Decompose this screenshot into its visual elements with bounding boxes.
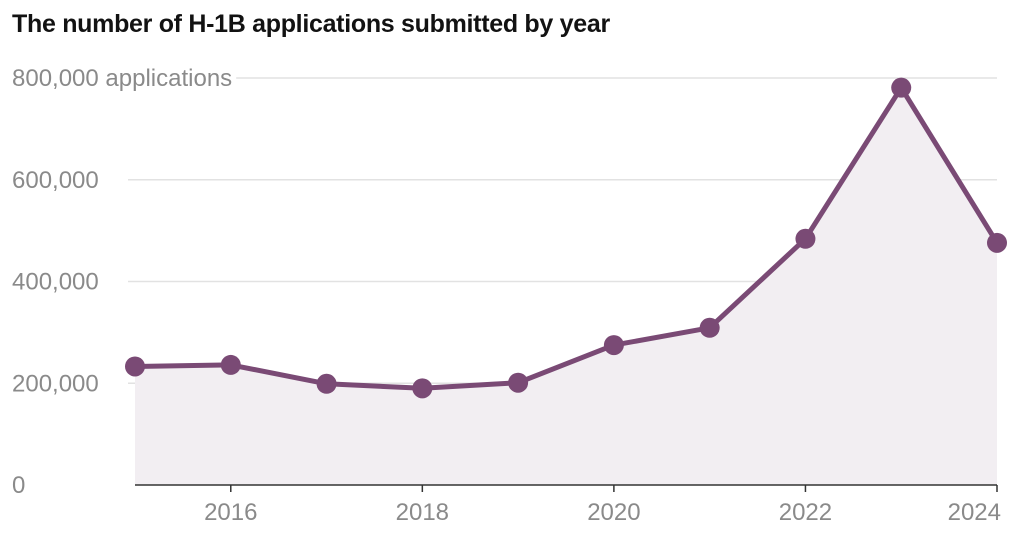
y-tick-label: 600,000: [12, 167, 99, 194]
x-tick-label: 2020: [587, 499, 640, 526]
area-fill: [135, 87, 997, 485]
data-point: [795, 228, 816, 249]
data-point: [987, 232, 1007, 253]
x-tick-label: 2024: [948, 499, 1001, 526]
x-tick-label: 2022: [779, 499, 832, 526]
data-points: [125, 77, 1007, 399]
y-tick-label-bg: [8, 268, 103, 296]
x-axis-labels: 2016 2018 2020 2022 2024: [204, 499, 1001, 526]
data-point: [220, 354, 241, 375]
chart-title: The number of H-1B applications submitte…: [12, 10, 610, 38]
y-tick-label: 200,000: [12, 370, 99, 397]
data-point: [125, 356, 145, 377]
y-tick-label-bg: [8, 166, 103, 194]
y-tick-label-bg: [8, 370, 103, 398]
x-tick-label: 2016: [204, 499, 257, 526]
y-tick-label: 400,000: [12, 269, 99, 296]
data-point: [891, 77, 912, 98]
y-axis-labels: 0 200,000 400,000 600,000 800,000 applicatio…: [8, 65, 237, 499]
x-axis-ticks: [230, 485, 998, 492]
data-point: [603, 335, 624, 356]
series-line: [134, 85, 1000, 391]
data-point: [699, 317, 720, 338]
y-tick-label: 800,000 applications: [12, 65, 232, 92]
data-point: [508, 372, 529, 393]
x-tick-label: 2018: [396, 499, 449, 526]
y-tick-label: 0: [12, 472, 25, 499]
data-point: [412, 378, 433, 399]
data-point: [316, 373, 337, 394]
y-tick-label-bg: [8, 65, 237, 92]
